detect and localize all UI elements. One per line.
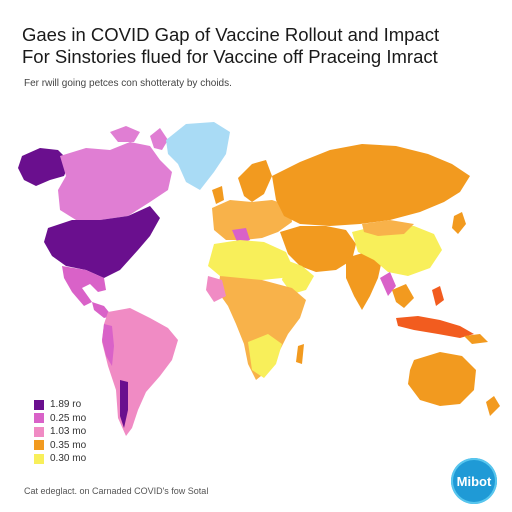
region-new-zealand xyxy=(486,396,500,416)
region-greenland xyxy=(166,122,230,190)
region-scandinavia xyxy=(238,160,272,202)
region-africa-west-pink xyxy=(206,276,226,302)
legend-item: 0.35 mo xyxy=(34,439,86,452)
region-canada-islands xyxy=(110,126,140,142)
region-south-america xyxy=(102,308,178,436)
legend-label: 0.35 mo xyxy=(50,439,87,451)
legend-item: 1.89 ro xyxy=(34,398,86,411)
region-australia xyxy=(408,352,476,406)
region-uk xyxy=(212,186,224,204)
region-russia xyxy=(272,144,470,226)
region-se-asia xyxy=(392,284,414,308)
source-note: Cat edeglact. on Carnaded COVID's fow So… xyxy=(24,486,209,496)
region-canada-east xyxy=(150,128,168,150)
region-mexico xyxy=(62,266,106,306)
legend-item: 1.03 mo xyxy=(34,425,86,438)
region-south-america-west xyxy=(102,324,114,366)
legend-swatch xyxy=(34,440,44,450)
title-line-2: For Sinstories flued for Vaccine off Pra… xyxy=(22,46,438,67)
region-japan xyxy=(452,212,466,234)
region-central-america xyxy=(92,302,112,318)
region-usa xyxy=(44,206,160,278)
logo-text: Mibot xyxy=(456,473,492,489)
region-india xyxy=(346,252,382,310)
world-map xyxy=(18,122,500,436)
region-europe-pink xyxy=(232,228,250,244)
legend-swatch xyxy=(34,453,44,464)
region-middle-east xyxy=(280,226,356,272)
legend-label: 1.03 mo xyxy=(50,426,87,437)
region-south-america-south xyxy=(120,380,128,428)
region-china xyxy=(352,224,442,276)
legend-label: 0.25 mo xyxy=(50,412,87,424)
legend-swatch xyxy=(34,426,44,437)
map-legend: 1.89 ro 0.25 mo 1.03 mo 0.35 mo 0.30 mo xyxy=(34,398,86,466)
region-madagascar xyxy=(296,344,304,364)
legend-label: 1.89 ro xyxy=(50,399,82,410)
legend-label: 0.30 mo xyxy=(50,453,87,464)
map-title: Gaes in COVID Gap of Vaccine Rollout and… xyxy=(22,24,439,68)
legend-item: 0.30 mo xyxy=(34,452,86,465)
region-alaska xyxy=(18,148,70,186)
region-africa-north xyxy=(208,240,294,280)
region-africa-south xyxy=(248,334,282,378)
region-mongolia xyxy=(362,220,414,236)
region-indonesia xyxy=(396,316,474,338)
region-canada xyxy=(58,142,172,220)
legend-item: 0.25 mo xyxy=(34,412,86,425)
region-philippines xyxy=(432,286,444,306)
legend-swatch xyxy=(34,413,44,423)
brand-logo: Mibot xyxy=(451,458,497,504)
title-line-1: Gaes in COVID Gap of Vaccine Rollout and… xyxy=(22,24,440,45)
map-subtitle: Fer rwill going petces con shotteraty by… xyxy=(24,78,232,89)
region-africa-central xyxy=(218,276,306,380)
region-papua xyxy=(464,334,488,344)
legend-swatch xyxy=(34,399,44,410)
